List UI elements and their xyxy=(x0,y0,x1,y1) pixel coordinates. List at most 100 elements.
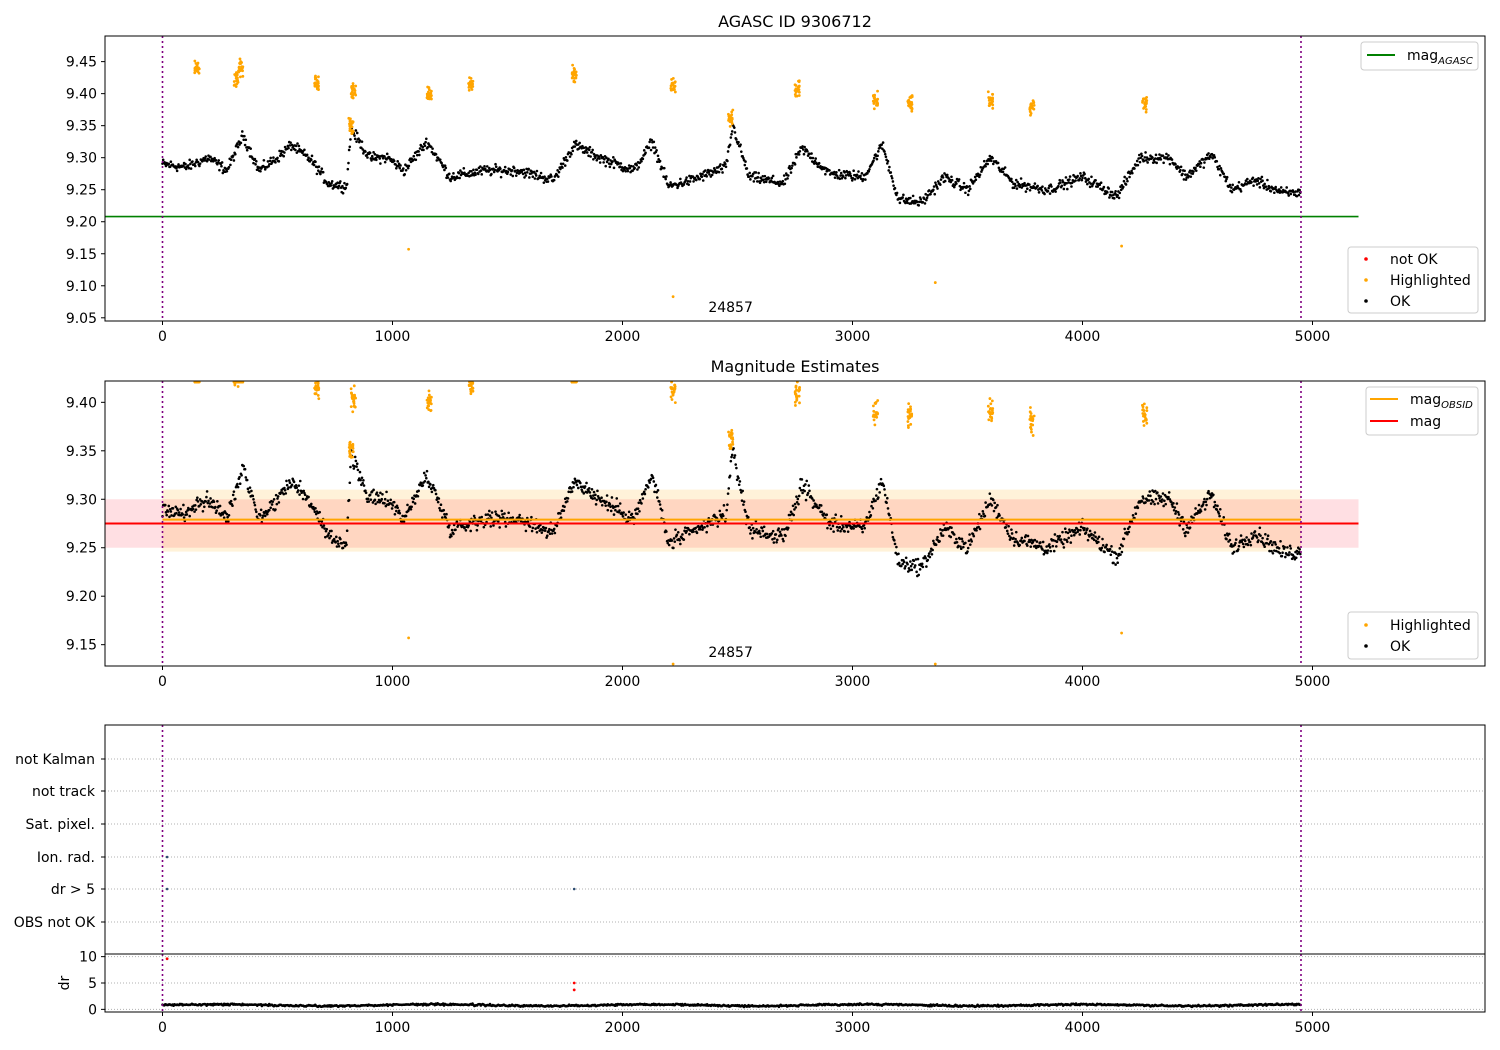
highlighted-point xyxy=(315,388,319,392)
ok-point xyxy=(886,159,890,163)
ok-point xyxy=(619,162,623,165)
ok-point xyxy=(1118,547,1122,550)
y-tick-label: 9.40 xyxy=(66,87,97,103)
ok-point xyxy=(1094,178,1097,182)
ok-point xyxy=(212,500,216,504)
highlighted-point xyxy=(349,125,353,129)
highlighted-point xyxy=(193,71,197,75)
ok-point xyxy=(925,198,928,202)
highlighted-point xyxy=(988,397,992,400)
ok-point xyxy=(705,530,708,534)
ok-point xyxy=(710,173,714,177)
ok-point xyxy=(289,141,292,144)
ok-point xyxy=(420,482,423,485)
ok-point xyxy=(962,181,966,185)
ok-point xyxy=(1009,536,1013,539)
ok-point xyxy=(692,530,695,533)
ok-point xyxy=(383,497,387,501)
ok-point xyxy=(334,541,337,544)
ok-point xyxy=(1199,509,1203,513)
ok-point xyxy=(911,562,914,566)
highlighted-point xyxy=(873,423,877,427)
ok-point xyxy=(708,173,711,176)
ok-point xyxy=(743,163,747,167)
legend-label: not OK xyxy=(1390,252,1438,268)
ok-point xyxy=(449,179,452,183)
highlighted-point xyxy=(1029,406,1032,409)
ok-point xyxy=(1005,529,1009,533)
ok-point xyxy=(318,510,322,514)
ok-point xyxy=(775,538,779,542)
ok-point xyxy=(532,170,536,174)
ok-point xyxy=(327,180,331,184)
highlighted-point xyxy=(349,445,353,449)
highlighted-point xyxy=(794,385,798,389)
ok-point xyxy=(274,161,277,164)
ok-point xyxy=(1037,544,1041,548)
ok-point xyxy=(1054,190,1057,193)
ok-point xyxy=(353,455,357,459)
ok-point xyxy=(203,159,206,162)
ok-point xyxy=(1130,169,1133,173)
ok-point xyxy=(685,176,688,179)
ok-point xyxy=(323,527,326,530)
ok-point xyxy=(1202,166,1206,169)
ok-point xyxy=(503,165,507,169)
ok-point xyxy=(198,164,201,168)
ok-point xyxy=(1164,502,1168,506)
highlighted-point xyxy=(671,295,675,299)
ok-point xyxy=(855,173,859,177)
ok-point xyxy=(1048,546,1052,549)
ok-point xyxy=(1294,556,1298,560)
ok-point xyxy=(1140,152,1143,156)
ok-point xyxy=(486,513,490,516)
ok-point xyxy=(583,485,587,488)
ok-point xyxy=(633,166,636,170)
ok-point xyxy=(1256,179,1260,183)
ok-point xyxy=(825,513,829,517)
ok-point xyxy=(361,148,364,151)
ok-point xyxy=(407,508,411,511)
highlighted-point xyxy=(571,73,575,76)
ok-point xyxy=(925,565,928,568)
ok-point xyxy=(1263,545,1266,549)
ok-point xyxy=(607,157,610,161)
ok-point xyxy=(349,138,352,141)
ok-point xyxy=(349,465,352,469)
highlighted-point xyxy=(351,450,355,454)
ok-point xyxy=(641,497,645,500)
ok-point xyxy=(808,152,811,156)
ok-point xyxy=(181,513,185,516)
ok-point xyxy=(1204,500,1208,504)
ok-point xyxy=(321,170,325,174)
ok-point xyxy=(494,165,498,169)
highlighted-point xyxy=(990,419,993,423)
ok-point xyxy=(191,160,194,163)
ok-point xyxy=(1076,174,1079,178)
ok-point xyxy=(1211,156,1214,160)
ok-point xyxy=(1121,544,1124,548)
ok-point xyxy=(1214,504,1217,507)
ok-point xyxy=(509,173,513,176)
ok-point xyxy=(242,138,245,142)
ok-point xyxy=(802,152,806,156)
ok-point xyxy=(654,483,658,487)
ok-point xyxy=(972,534,976,538)
ok-point xyxy=(494,510,497,513)
ok-point xyxy=(490,516,493,520)
ok-point xyxy=(1260,175,1264,179)
ok-point xyxy=(214,505,217,509)
ok-point xyxy=(224,520,228,523)
ok-point xyxy=(372,488,375,492)
legend-frame xyxy=(1347,246,1479,314)
ok-point xyxy=(1139,156,1142,160)
ok-point xyxy=(1028,188,1032,192)
highlighted-point xyxy=(1031,418,1035,422)
ok-point xyxy=(358,139,362,142)
ok-point xyxy=(996,161,1000,165)
ok-point xyxy=(404,514,408,518)
ok-point xyxy=(967,539,971,543)
ok-point xyxy=(494,162,497,166)
highlighted-point xyxy=(236,385,240,388)
highlighted-point xyxy=(352,384,356,388)
